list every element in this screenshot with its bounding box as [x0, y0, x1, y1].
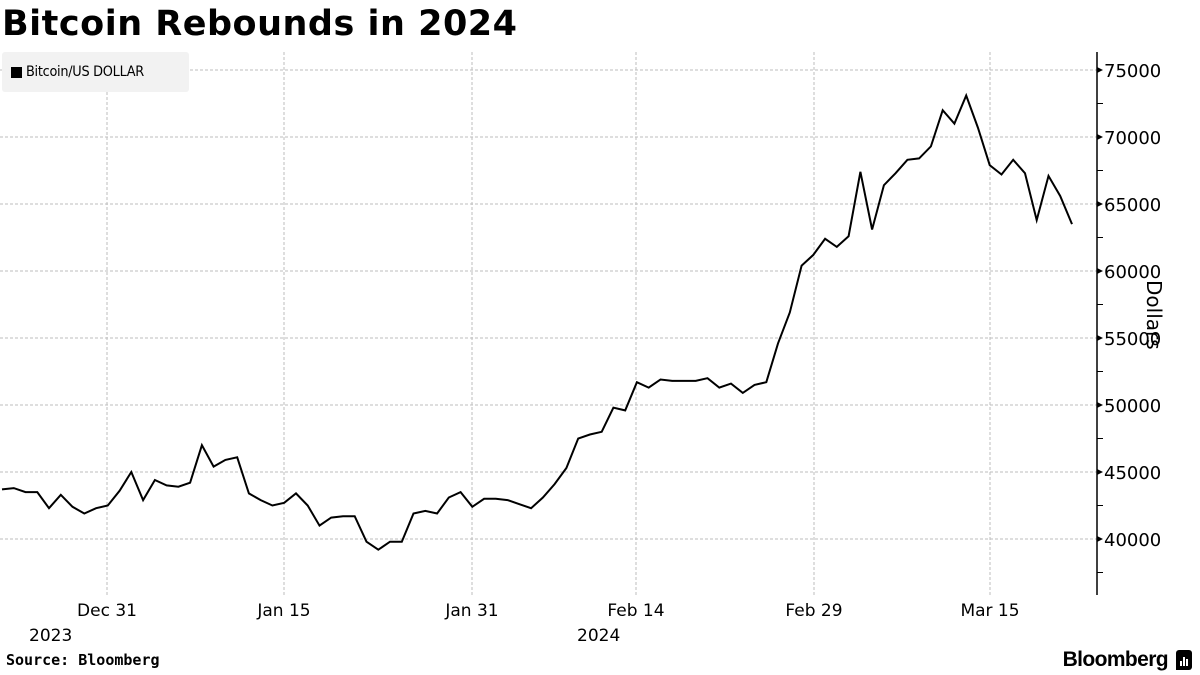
x-tick-label: Dec 31: [77, 601, 137, 621]
y-axis-label: Dollars: [1142, 280, 1166, 350]
legend: Bitcoin/US DOLLAR: [2, 52, 189, 92]
y-tick-label: 45000: [1104, 463, 1161, 484]
gridlines: [0, 52, 1097, 595]
y-tick-label: 50000: [1104, 396, 1161, 417]
y-tick-label: 70000: [1104, 128, 1161, 149]
x-tick-label: Jan 31: [444, 601, 498, 621]
y-tick-label: 65000: [1104, 195, 1161, 216]
x-tick-label: Mar 15: [960, 601, 1019, 621]
x-year-label: 2024: [577, 626, 620, 646]
y-axis: 40000 45000 50000 55000 60000 65000 70000 75000: [1096, 52, 1161, 595]
x-tick-label: Jan 15: [256, 601, 310, 621]
x-year-label: 2023: [29, 626, 72, 646]
y-tick-label: 40000: [1104, 530, 1161, 551]
legend-label: Bitcoin/US DOLLAR: [26, 64, 144, 80]
x-tick-label: Feb 29: [785, 601, 842, 621]
source-note: Source: Bloomberg: [6, 651, 160, 669]
x-tick-label: Feb 14: [607, 601, 664, 621]
y-tick-label: 55000: [1104, 329, 1161, 350]
chart-title: Bitcoin Rebounds in 2024: [2, 4, 518, 44]
bloomberg-chart-icon: [1176, 650, 1192, 670]
y-tick-label: 60000: [1104, 262, 1161, 283]
y-tick-label: 75000: [1104, 61, 1161, 82]
bitcoin-price-line: [1, 92, 1073, 551]
brand-logo: Bloomberg: [1062, 648, 1169, 671]
legend-swatch-icon: [11, 66, 22, 78]
